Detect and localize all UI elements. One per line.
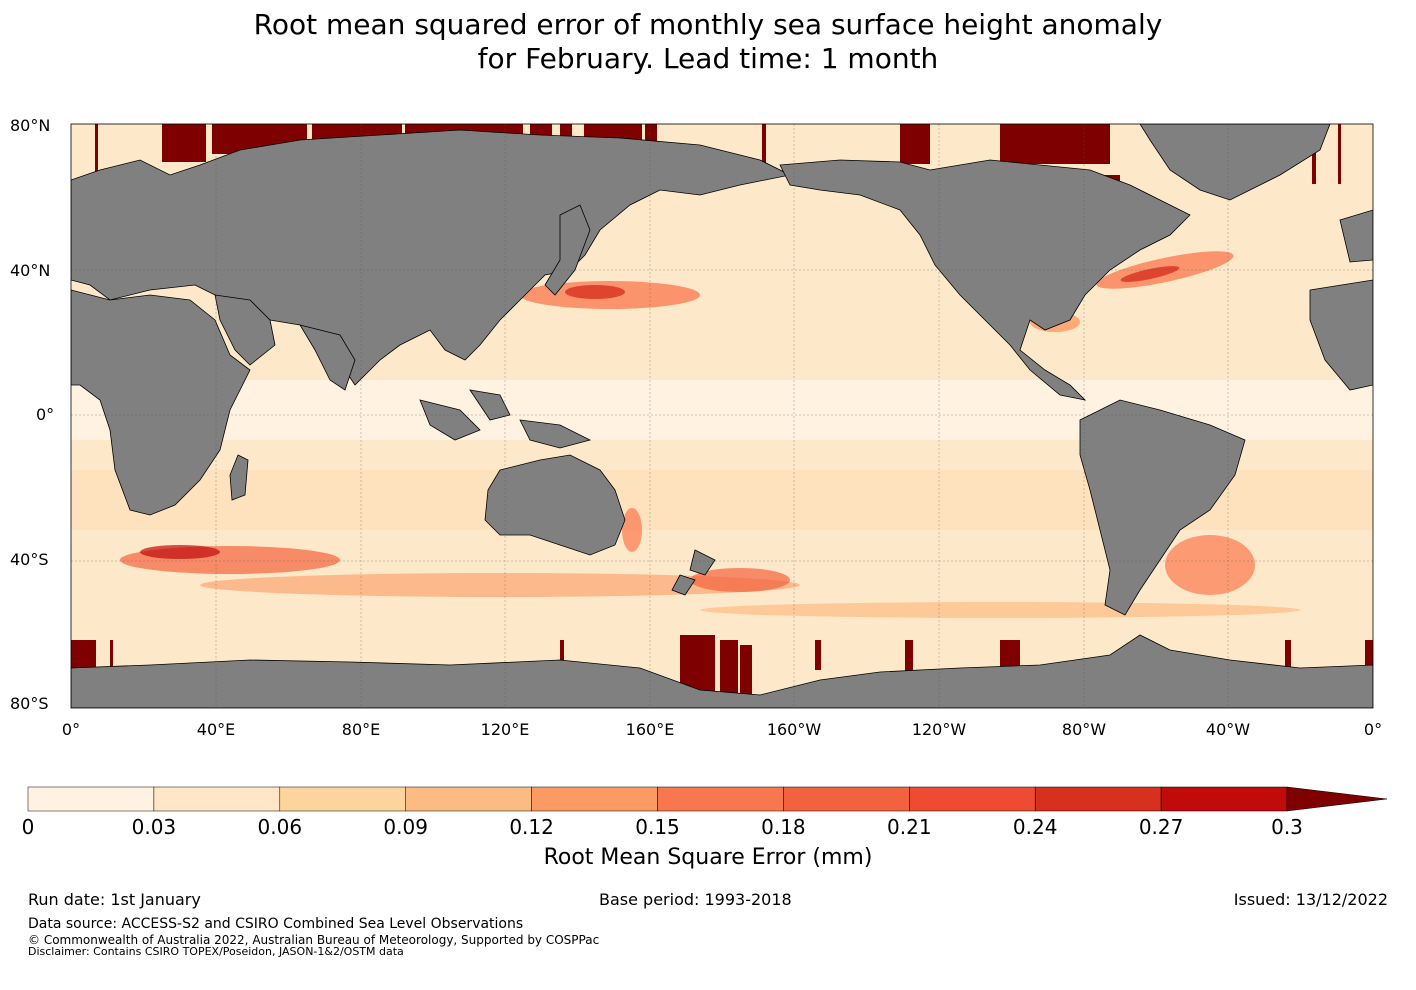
colorbar-segment	[153, 786, 281, 812]
colorbar-tick-label: 0.18	[761, 815, 806, 839]
tasman-hotspot	[690, 568, 790, 592]
colorbar-segment	[279, 786, 406, 812]
disclaimer: Disclaimer: Contains CSIRO TOPEX/Poseido…	[28, 945, 404, 958]
japan	[544, 204, 591, 296]
india	[299, 324, 356, 391]
africa	[71, 289, 251, 516]
colorbar-segment	[1160, 786, 1288, 812]
land-masses	[71, 124, 1373, 708]
colorbar-segment	[909, 786, 1036, 812]
colorbar-tick-label: 0.27	[1138, 815, 1184, 839]
colorbar-segment	[657, 786, 784, 812]
gridlines	[71, 124, 1373, 708]
lon-label-80w: 80°W	[1061, 720, 1107, 739]
lat-label-80n: 80°N	[10, 116, 51, 135]
kuroshio-core	[565, 285, 625, 299]
arabia	[214, 294, 276, 366]
lon-label-0-right: 0°	[1363, 720, 1383, 739]
lon-label-40w: 40°W	[1205, 720, 1251, 739]
title-line-2: for February. Lead time: 1 month	[477, 42, 939, 75]
colorbar-tick-label: 0.21	[887, 815, 932, 839]
map-frame	[70, 123, 1374, 709]
colorbar-segment	[27, 786, 155, 812]
north-america	[779, 159, 1191, 401]
southeast-asia-islands	[419, 389, 592, 449]
lat-label-40s: 40°S	[10, 550, 49, 569]
colorbar	[27, 786, 1388, 812]
lon-label-0-left: 0°	[61, 720, 81, 739]
west-africa-bulge-right	[1309, 279, 1373, 391]
antarctica	[71, 634, 1373, 708]
lat-label-40n: 40°N	[10, 261, 51, 280]
world-map	[70, 123, 1374, 709]
lat-label-80s: 80°S	[10, 694, 49, 713]
title-line-1: Root mean squared error of monthly sea s…	[253, 8, 1163, 41]
lon-label-160w: 160°W	[766, 720, 822, 739]
data-source: Data source: ACCESS-S2 and CSIRO Combine…	[28, 916, 524, 932]
lon-label-40e: 40°E	[196, 720, 236, 739]
colorbar-tick-label: 0	[21, 815, 35, 839]
lon-label-80e: 80°E	[341, 720, 381, 739]
south-america	[1079, 399, 1246, 616]
colorbar-tick-label: 0.24	[1012, 815, 1058, 839]
colorbar-tick-label: 0.15	[635, 815, 680, 839]
east-australia-hotspot	[622, 508, 642, 552]
colorbar-tick-label: 0.06	[257, 815, 303, 839]
lon-label-120w: 120°W	[911, 720, 967, 739]
agulhas-core	[140, 545, 220, 559]
colorbar-segment	[405, 786, 532, 812]
lat-label-0: 0°	[36, 405, 55, 424]
lon-label-160e: 160°E	[625, 720, 675, 739]
colorbar-tick-label: 0.12	[509, 815, 554, 839]
colorbar-extend-arrow	[1286, 786, 1388, 812]
madagascar	[229, 454, 249, 501]
issued-date: Issued: 13/12/2022	[1233, 890, 1388, 909]
colorbar-label: Root Mean Square Error (mm)	[543, 845, 873, 870]
colorbar-tick-label: 0.3	[1271, 815, 1303, 839]
colorbar-segment	[1034, 786, 1162, 812]
southern-ocean-band	[200, 573, 800, 597]
run-date: Run date: 1st January	[28, 890, 201, 909]
greenland	[1139, 124, 1331, 201]
lon-label-120e: 120°E	[480, 720, 530, 739]
australia	[484, 454, 626, 556]
chart-title: Root mean squared error of monthly sea s…	[0, 8, 1416, 76]
colorbar-tick-label: 0.09	[383, 815, 428, 839]
copyright: © Commonwealth of Australia 2022, Austra…	[28, 933, 600, 947]
colorbar-segment	[531, 786, 658, 812]
brazil-malvinas-hotspot	[1165, 535, 1255, 595]
europe-right-edge	[1339, 209, 1373, 263]
south-pacific-band	[700, 602, 1300, 618]
colorbar-tick-label: 0.03	[131, 815, 177, 839]
colorbar-segment	[783, 786, 910, 812]
base-period: Base period: 1993-2018	[599, 890, 792, 909]
